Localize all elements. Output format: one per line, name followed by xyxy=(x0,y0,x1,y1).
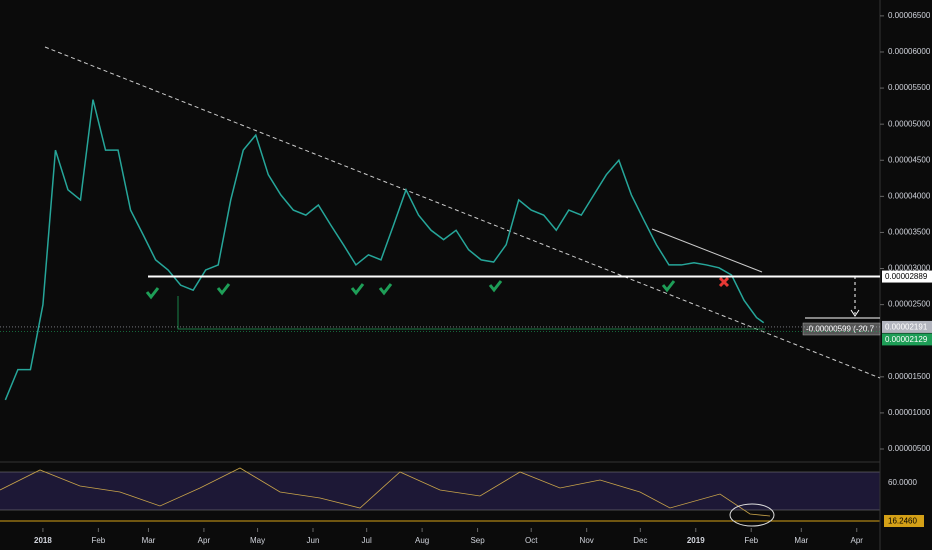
y-tick-label: 0.00005000 xyxy=(888,119,931,128)
wedge-line xyxy=(651,228,763,273)
y-tick-label: 0.00004000 xyxy=(888,191,931,200)
y-tick-label: 0.00001500 xyxy=(888,372,931,381)
range-line xyxy=(177,296,765,330)
level-box xyxy=(882,320,932,333)
check-marks xyxy=(145,280,676,300)
y-tick-label: 0.00006000 xyxy=(888,47,931,56)
measure-label: -0.00000599 (-20.7 xyxy=(806,325,875,334)
x-tick-label: Sep xyxy=(470,536,485,545)
rsi-label: 16.2460 xyxy=(888,517,917,526)
rsi-label: 60.0000 xyxy=(888,478,917,487)
x-tick-label: 2018 xyxy=(34,536,52,545)
y-tick-label: 0.00003500 xyxy=(888,228,931,237)
x-tick-label: Mar xyxy=(794,536,808,545)
x-tick-label: Aug xyxy=(415,536,429,545)
level-box xyxy=(882,270,932,283)
x-tick-label: Nov xyxy=(580,536,594,545)
y-tick-label: 0.00002500 xyxy=(888,300,931,309)
y-tick-label: 0.00006500 xyxy=(888,11,931,20)
y-tick-label: 0.00001000 xyxy=(888,408,931,417)
rsi-band xyxy=(0,472,880,510)
y-tick-label: 0.00004500 xyxy=(888,155,931,164)
rsi-line xyxy=(0,467,771,517)
x-tick-label: Mar xyxy=(142,536,156,545)
cross-mark xyxy=(718,276,730,288)
rsi-value-box xyxy=(884,515,924,527)
x-tick-label: Feb xyxy=(91,536,105,545)
x-tick-label: Apr xyxy=(851,536,864,545)
y-tick-label: 0.00003000 xyxy=(888,264,931,273)
x-tick-label: Jul xyxy=(362,536,372,545)
x-tick-label: Feb xyxy=(744,536,758,545)
measure-box xyxy=(802,322,881,336)
y-tick-label: 0.00000500 xyxy=(888,444,931,453)
level-label: 0.00002889 xyxy=(885,272,928,281)
x-tick-label: Dec xyxy=(633,536,647,545)
arrow-head xyxy=(850,309,860,317)
y-tick-label: 0.00005500 xyxy=(888,83,931,92)
x-tick-label: May xyxy=(250,536,265,545)
rsi-circle xyxy=(729,503,775,527)
x-tick-label: 2019 xyxy=(687,536,705,545)
level-label: 0.00002129 xyxy=(885,335,928,344)
x-tick-label: Oct xyxy=(525,536,538,545)
level-box xyxy=(882,333,932,346)
x-tick-label: Jun xyxy=(307,536,320,545)
price-line xyxy=(4,99,765,401)
level-label: 0.00002191 xyxy=(885,323,928,332)
x-tick-label: Apr xyxy=(198,536,211,545)
trendline xyxy=(44,46,881,379)
